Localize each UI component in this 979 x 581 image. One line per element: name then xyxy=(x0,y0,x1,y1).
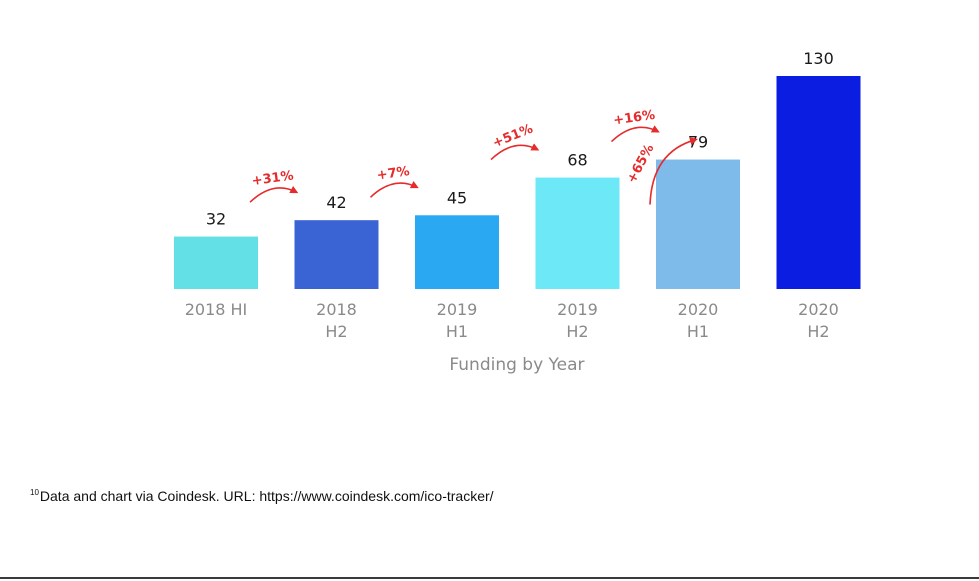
footnote-marker: 10 xyxy=(30,488,39,497)
growth-label-1: +7% xyxy=(376,164,411,183)
x-tick-label-1-line-0: 2018 xyxy=(316,300,357,319)
growth-arrow-2 xyxy=(490,143,540,161)
x-tick-label-4-line-0: 2020 xyxy=(678,300,719,319)
x-tick-label-2-line-1: H1 xyxy=(446,322,468,341)
bar-5 xyxy=(776,76,861,289)
x-tick-label-3-line-1: H2 xyxy=(566,322,588,341)
growth-arrow-3 xyxy=(610,125,660,143)
value-label-0: 32 xyxy=(206,210,226,229)
x-tick-label-5-line-0: 2020 xyxy=(798,300,839,319)
growth-annotations-layer: +31% +7%+51%+16%+65% xyxy=(249,108,698,205)
growth-arrow-4 xyxy=(649,137,698,205)
bar-1 xyxy=(294,220,379,289)
bottom-divider xyxy=(0,577,979,579)
bars-layer xyxy=(174,76,861,289)
growth-arrow-0 xyxy=(249,185,299,203)
growth-label-4: +65% xyxy=(624,142,657,186)
footnote: 10Data and chart via Coindesk. URL: http… xyxy=(30,488,494,504)
x-tick-label-4-line-1: H1 xyxy=(687,322,709,341)
bar-3 xyxy=(535,177,620,289)
value-labels-layer: 32 42 45 68 79 130 xyxy=(206,49,834,229)
x-tick-labels-layer: 2018 HI 2018 H2 2019 H1 2019 H2 2020 H1 2020 H2 xyxy=(185,300,839,341)
value-label-1: 42 xyxy=(326,193,346,212)
x-tick-label-2-line-0: 2019 xyxy=(437,300,478,319)
x-tick-label-1-line-1: H2 xyxy=(325,322,347,341)
value-label-5: 130 xyxy=(803,49,834,68)
bar-0 xyxy=(174,236,258,289)
bar-4 xyxy=(656,159,740,289)
value-label-4: 79 xyxy=(688,133,708,152)
growth-arrow-1 xyxy=(369,180,419,198)
x-axis-label: Funding by Year xyxy=(449,355,584,375)
x-tick-label-0: 2018 HI xyxy=(185,300,248,319)
footnote-text: Data and chart via Coindesk. URL: https:… xyxy=(39,488,494,504)
x-tick-label-3-line-0: 2019 xyxy=(557,300,598,319)
bar-2 xyxy=(415,215,499,289)
value-label-3: 68 xyxy=(567,151,587,170)
x-tick-label-5-line-1: H2 xyxy=(807,322,829,341)
value-label-2: 45 xyxy=(447,188,467,207)
growth-label-0: +31% xyxy=(251,168,295,189)
growth-label-3: +16% xyxy=(612,108,656,129)
